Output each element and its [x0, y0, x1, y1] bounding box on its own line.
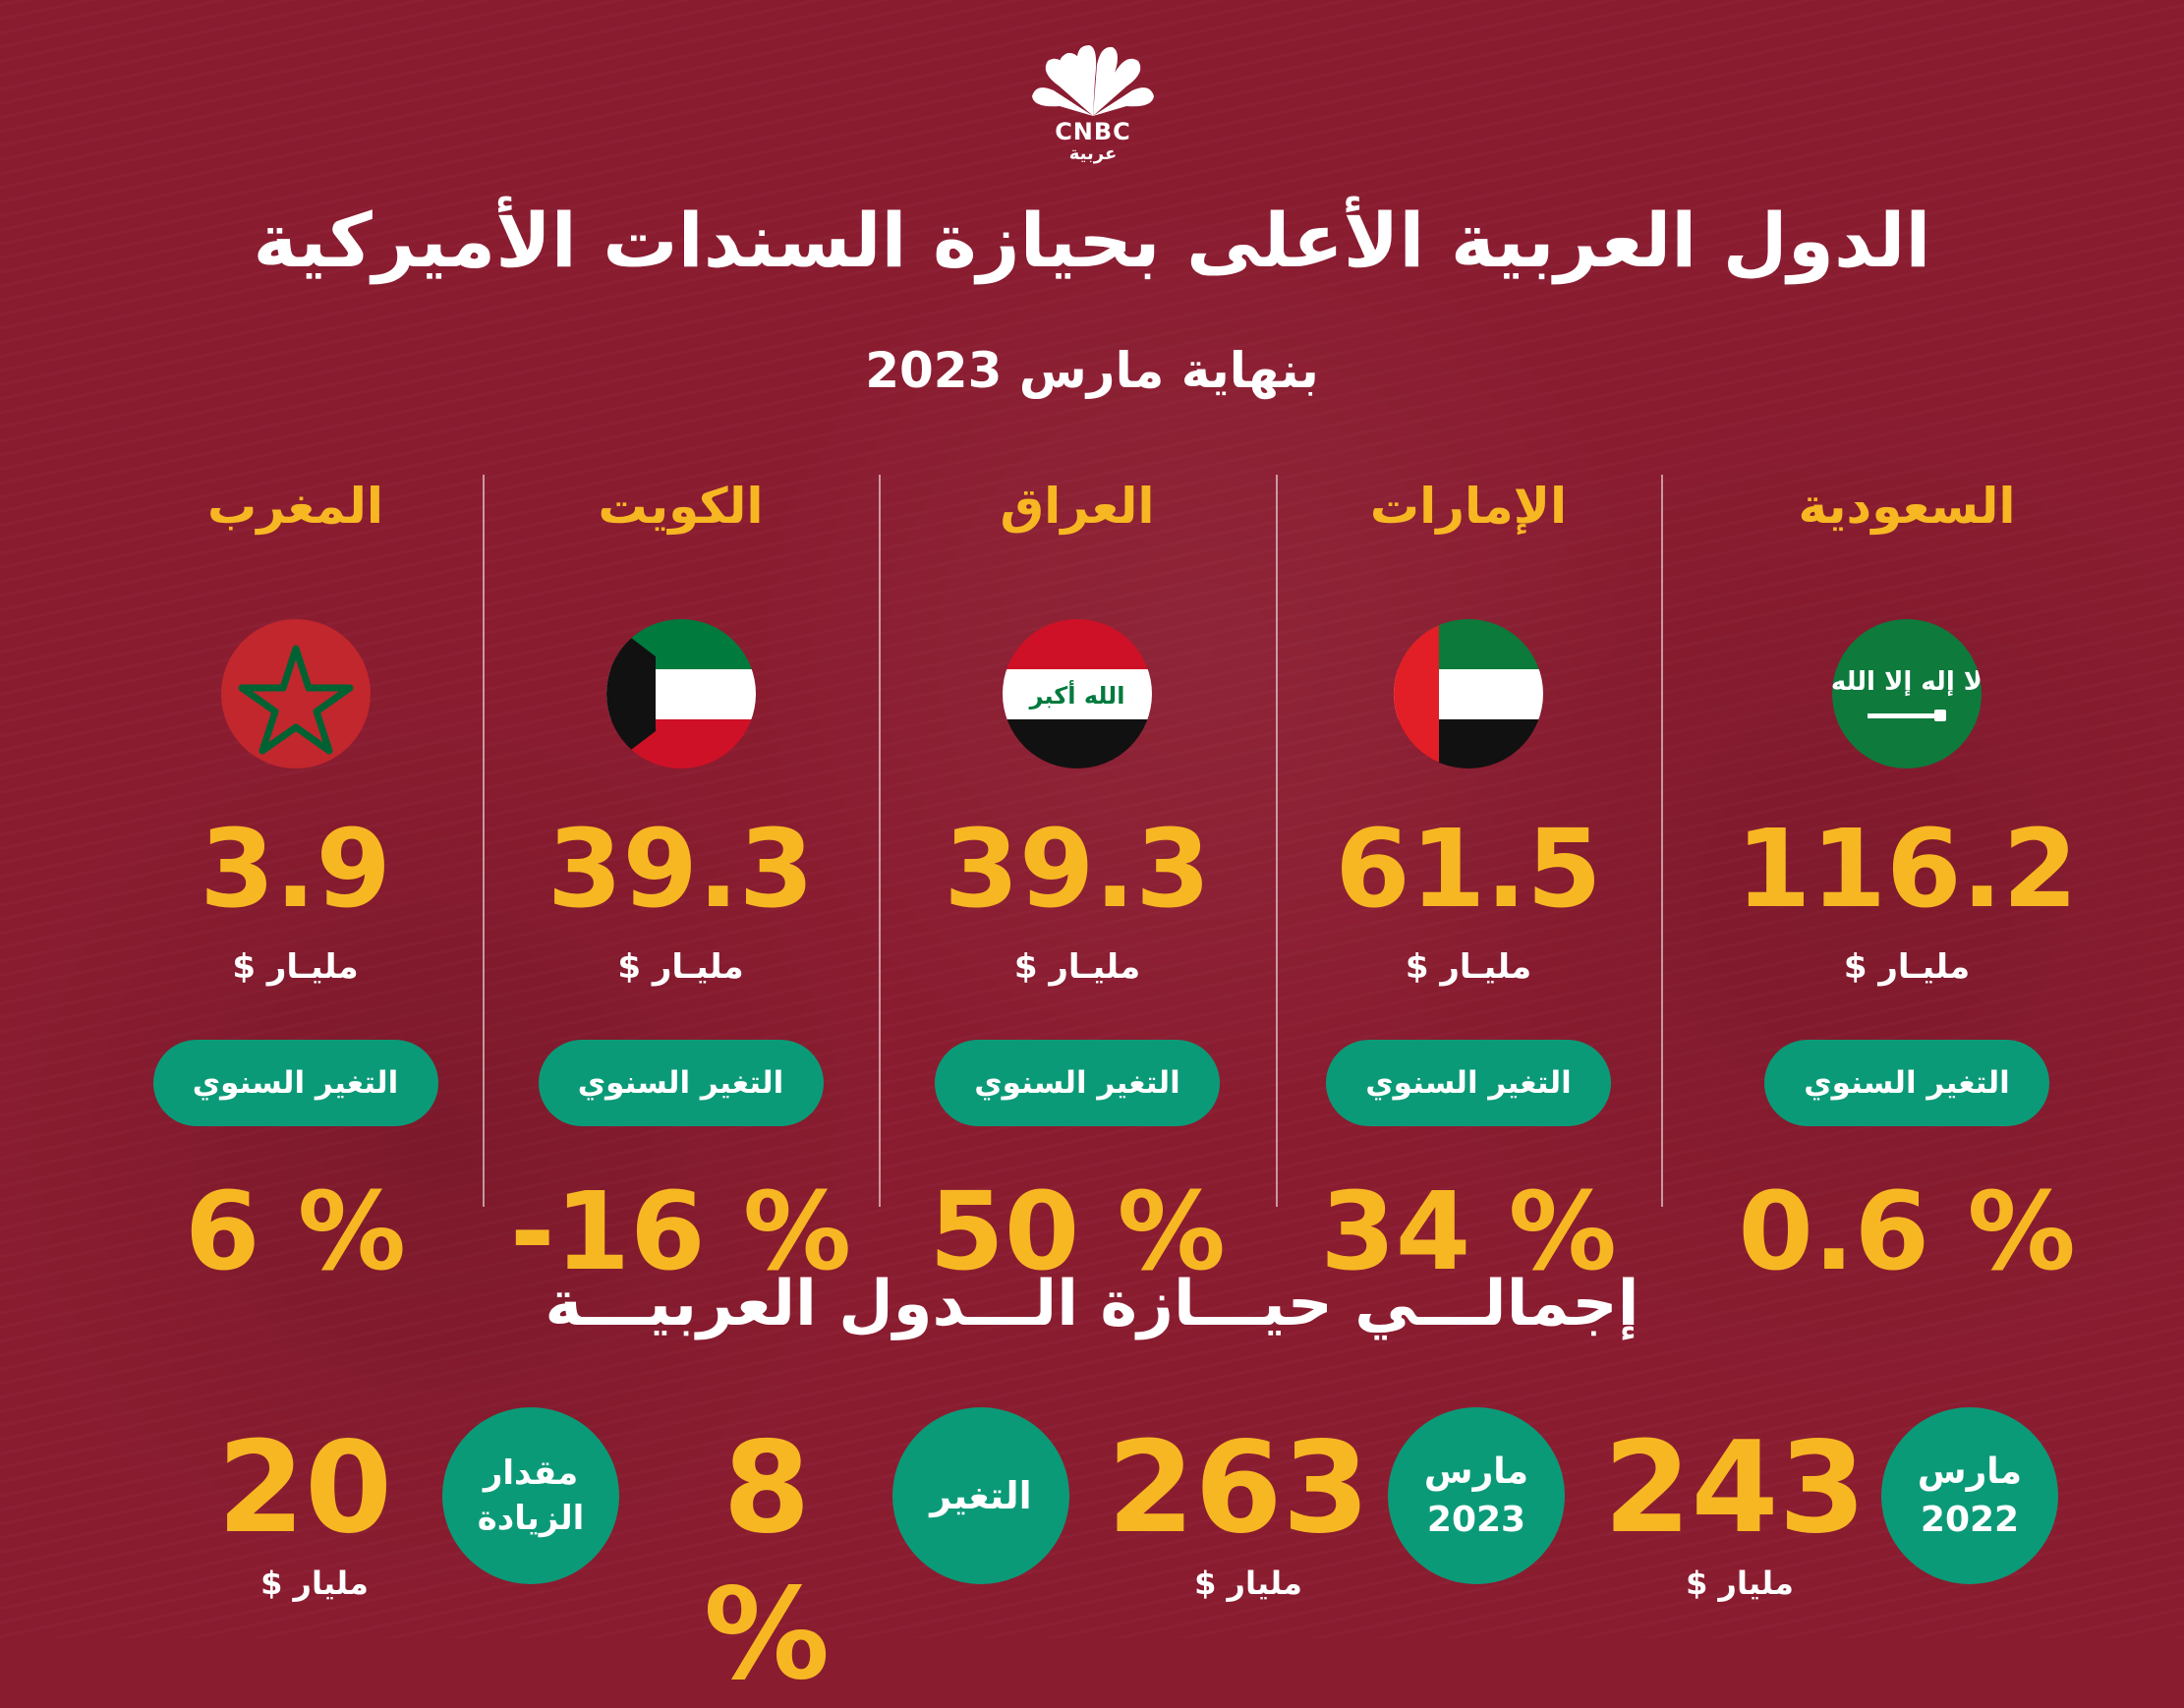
holding-amount: 39.3 [546, 806, 815, 932]
amount-unit: مليـار $ [1405, 947, 1532, 987]
country-name: العراق [1000, 478, 1155, 535]
holding-amount: 3.9 [200, 806, 391, 932]
march-2022-unit: مليار $ [1686, 1565, 1794, 1602]
march-2022-label-month: مارس [1917, 1452, 2023, 1492]
page-subtitle: بنهاية مارس 2023 [865, 342, 1319, 399]
march-2022-badge: مارس 2022 [1881, 1407, 2058, 1584]
brand-name: CNBC [1055, 118, 1131, 145]
column-divider [483, 475, 485, 1207]
increase-badge: مقدار الزيادة [442, 1407, 619, 1584]
annual-change-value: 50 % [929, 1168, 1226, 1294]
country-column-kuwait: الكويت 39.3 مليـار $ التغير السنوي -16 % [483, 472, 879, 1295]
annual-change-badge: التغير السنوي [152, 1040, 438, 1126]
amount-unit: مليـار $ [1013, 947, 1141, 987]
svg-text:الله أكبر: الله أكبر [1029, 680, 1125, 710]
kuwait-flag-icon [605, 619, 756, 769]
amount-unit: مليـار $ [232, 947, 359, 987]
annual-change-badge: التغير السنوي [538, 1040, 824, 1126]
column-divider [1661, 475, 1663, 1207]
country-name: المغرب [206, 478, 383, 535]
total-holdings-title: إجمالـــي حيـــازة الـــدول العربيـــة [545, 1268, 1639, 1340]
march-2023-label-month: مارس [1423, 1452, 1529, 1492]
iraq-flag-icon: الله أكبر [1003, 619, 1152, 769]
change-value: 8 % [703, 1415, 831, 1708]
change-badge: التغير [892, 1407, 1069, 1584]
march-2023-badge: مارس 2023 [1388, 1407, 1565, 1584]
cnbc-logo: CNBC عربية [1024, 39, 1162, 164]
brand-sub: عربية [1068, 143, 1118, 164]
country-column-saudi: السعودية لا إله إلا الله 116.2 مليـار $ … [1661, 472, 2153, 1295]
saudi-flag-icon: لا إله إلا الله [1832, 619, 1982, 769]
annual-change-badge: التغير السنوي [1764, 1040, 2049, 1126]
amount-unit: مليـار $ [617, 947, 744, 987]
increase-value: 20 [216, 1415, 393, 1562]
annual-change-value: 0.6 % [1738, 1168, 2076, 1294]
annual-change-value: 34 % [1320, 1168, 1617, 1294]
column-divider [879, 475, 881, 1207]
country-name: الكويت [598, 478, 764, 535]
march-2023-label-year: 2023 [1426, 1500, 1526, 1540]
amount-unit: مليـار $ [1843, 947, 1971, 987]
uae-flag-icon [1394, 619, 1543, 769]
svg-text:لا إله إلا الله: لا إله إلا الله [1832, 667, 1982, 697]
background-texture [0, 0, 2184, 1638]
annual-change-badge: التغير السنوي [935, 1040, 1220, 1126]
holding-amount: 61.5 [1335, 806, 1602, 932]
annual-change-badge: التغير السنوي [1326, 1040, 1611, 1126]
country-column-iraq: العراق الله أكبر 39.3 مليـار $ التغير ال… [879, 472, 1276, 1295]
morocco-flag-icon [220, 619, 371, 769]
country-column-uae: الإمارات 61.5 مليـار $ التغير السنوي 34 … [1276, 472, 1661, 1295]
country-name: السعودية [1798, 478, 2016, 535]
peacock-icon [1032, 45, 1154, 116]
march-2022-value: 243 [1603, 1415, 1867, 1562]
country-column-morocco: المغرب 3.9 مليـار $ التغير السنوي 6 % [108, 472, 483, 1295]
change-label: التغير [930, 1474, 1032, 1517]
holding-amount: 116.2 [1736, 806, 2078, 932]
country-name: الإمارات [1369, 478, 1568, 535]
march-2022-label-year: 2022 [1920, 1500, 2020, 1540]
increase-label-1: مقدار [483, 1453, 579, 1493]
page-title: الدول العربية الأعلى بحيازة السندات الأم… [253, 197, 1931, 284]
march-2023-value: 263 [1107, 1415, 1370, 1562]
annual-change-value: 6 % [184, 1168, 407, 1294]
column-divider [1276, 475, 1278, 1207]
increase-label-2: الزيادة [477, 1499, 585, 1538]
increase-unit: مليار $ [260, 1565, 369, 1602]
holding-amount: 39.3 [944, 806, 1211, 932]
march-2023-unit: مليار $ [1194, 1565, 1302, 1602]
annual-change-value: -16 % [509, 1168, 852, 1294]
